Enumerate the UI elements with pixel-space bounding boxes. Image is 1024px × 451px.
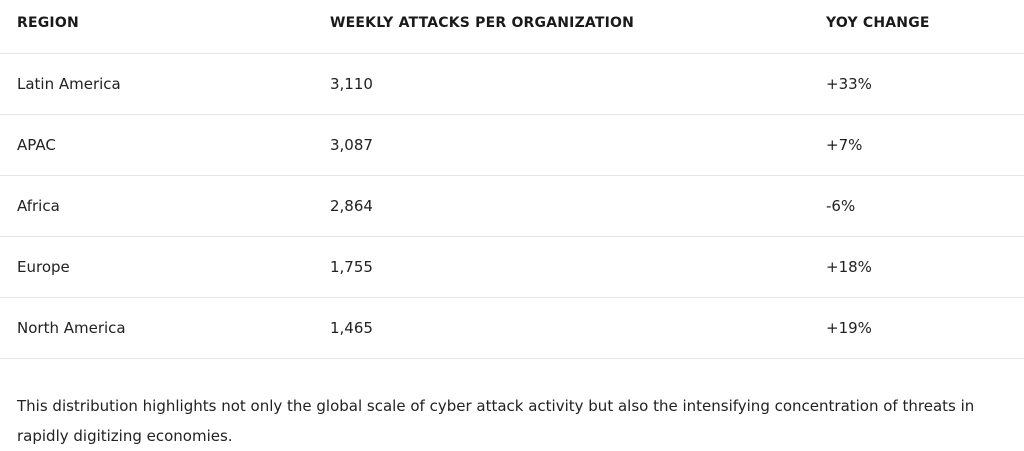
attacks-cell: 3,110 [330, 75, 373, 93]
yoy-cell: -6% [826, 197, 856, 215]
yoy-cell: +7% [826, 136, 863, 154]
column-header-yoy-change: YOY CHANGE [826, 14, 930, 31]
yoy-cell: +18% [826, 258, 872, 276]
column-header-weekly-attacks: WEEKLY ATTACKS PER ORGANIZATION [330, 14, 635, 31]
column-header-region: REGION [17, 14, 79, 31]
yoy-cell: +19% [826, 319, 872, 337]
table-row: Africa 2,864 -6% [0, 176, 1024, 237]
region-cell: APAC [17, 136, 56, 154]
table-header-row: REGION WEEKLY ATTACKS PER ORGANIZATION Y… [0, 0, 1024, 54]
attacks-cell: 1,755 [330, 258, 373, 276]
table-row: APAC 3,087 +7% [0, 115, 1024, 176]
attacks-table: REGION WEEKLY ATTACKS PER ORGANIZATION Y… [0, 0, 1024, 359]
table-row: North America 1,465 +19% [0, 298, 1024, 359]
region-cell: North America [17, 319, 126, 337]
summary-paragraph: This distribution highlights not only th… [17, 397, 975, 445]
region-cell: Africa [17, 197, 60, 215]
region-cell: Europe [17, 258, 70, 276]
attacks-cell: 3,087 [330, 136, 373, 154]
yoy-cell: +33% [826, 75, 872, 93]
attacks-cell: 1,465 [330, 319, 373, 337]
table-row: Europe 1,755 +18% [0, 237, 1024, 298]
attacks-cell: 2,864 [330, 197, 373, 215]
region-cell: Latin America [17, 75, 121, 93]
table-row: Latin America 3,110 +33% [0, 54, 1024, 115]
